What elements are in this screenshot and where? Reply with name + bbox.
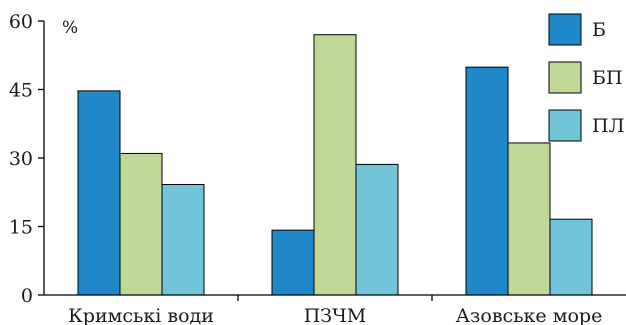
bar-1-3 [465, 66, 509, 296]
y-ticks: 0 15 30 45 60 [9, 11, 44, 307]
y-tick-label: 15 [9, 217, 33, 239]
legend-label: Б [592, 19, 606, 41]
y-tick-label: 45 [9, 80, 33, 102]
y-tick-label: 60 [9, 11, 33, 33]
x-category-label: ПЗЧМ [304, 305, 367, 325]
bar-3-1 [161, 183, 205, 296]
legend-label: БП [592, 67, 623, 89]
x-ticks: Кримські води ПЗЧМ Азовське море [68, 295, 602, 325]
legend-label: ПЛ [592, 115, 624, 137]
bar-2-2 [313, 34, 357, 296]
legend-swatch [548, 109, 582, 142]
bars-layer [77, 34, 593, 296]
bar-1-1 [77, 90, 121, 296]
bar-2-1 [119, 152, 163, 296]
bar-2-3 [507, 142, 551, 296]
legend: Б БП ПЛ [548, 13, 624, 142]
y-unit-label: % [62, 18, 78, 38]
bar-3-3 [549, 218, 593, 296]
bar-3-2 [355, 163, 399, 296]
y-tick-label: 30 [9, 148, 33, 170]
legend-swatch [548, 61, 582, 94]
legend-swatch [548, 13, 582, 46]
y-tick-label: 0 [21, 285, 33, 307]
x-category-label: Кримські води [68, 305, 214, 325]
x-category-label: Азовське море [456, 305, 603, 325]
bar-1-2 [271, 229, 315, 296]
